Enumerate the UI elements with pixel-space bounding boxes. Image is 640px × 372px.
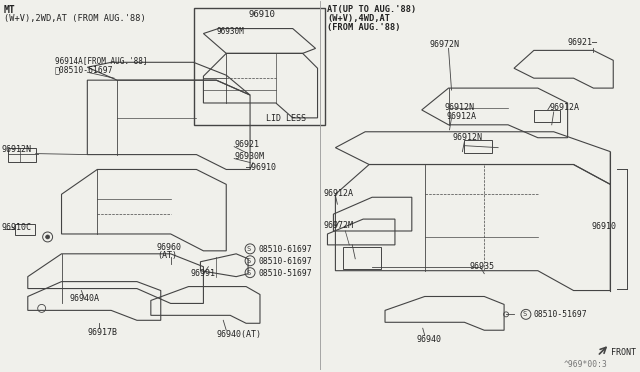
Text: 96940: 96940 [417, 335, 442, 344]
Text: S: S [246, 258, 251, 264]
Text: 96910: 96910 [591, 222, 616, 231]
Text: Ⓢ08510-61697: Ⓢ08510-61697 [54, 65, 113, 74]
Text: 96912A: 96912A [323, 189, 353, 198]
Text: 96935: 96935 [469, 262, 494, 271]
Text: (W+V),4WD,AT: (W+V),4WD,AT [328, 14, 390, 23]
Text: 96972N: 96972N [429, 41, 460, 49]
Text: 96914A[FROM AUG.'88]: 96914A[FROM AUG.'88] [54, 56, 147, 65]
Text: 96912N: 96912N [2, 145, 32, 154]
Circle shape [45, 235, 50, 239]
Text: 96912N: 96912N [452, 133, 483, 142]
Text: 96921—: 96921— [568, 38, 598, 48]
Text: AT(UP TO AUG.'88): AT(UP TO AUG.'88) [328, 5, 417, 14]
Bar [15, 224, 35, 235]
Bar [195, 8, 326, 125]
Text: 96910: 96910 [248, 10, 275, 19]
Text: 08510-51697: 08510-51697 [258, 269, 312, 278]
Text: MT: MT [4, 5, 16, 15]
Bar [534, 110, 559, 122]
Text: 96960: 96960 [157, 243, 182, 252]
Text: 08510-61697: 08510-61697 [258, 245, 312, 254]
Text: 96921: 96921 [234, 140, 259, 149]
Text: S: S [246, 270, 251, 276]
Text: 96940(AT): 96940(AT) [216, 330, 261, 339]
Text: 96912N: 96912N [445, 103, 474, 112]
Text: 96940A: 96940A [70, 294, 99, 302]
Text: LID LESS: LID LESS [266, 114, 306, 123]
Text: 96917B: 96917B [87, 328, 117, 337]
Bar [343, 247, 381, 269]
Text: 96991: 96991 [191, 269, 216, 278]
Text: (FROM AUG.'88): (FROM AUG.'88) [328, 23, 401, 32]
Text: S: S [522, 311, 527, 317]
Text: 96972M: 96972M [323, 221, 353, 230]
Text: 08510-51697: 08510-51697 [534, 310, 588, 320]
Text: (W+V),2WD,AT (FROM AUG.'88): (W+V),2WD,AT (FROM AUG.'88) [4, 14, 146, 23]
Text: 96912A: 96912A [550, 103, 580, 112]
Bar [8, 148, 36, 161]
Text: 96930M: 96930M [216, 26, 244, 36]
Text: FRONT: FRONT [611, 348, 636, 357]
Text: 96930M: 96930M [234, 152, 264, 161]
Text: 08510-61697: 08510-61697 [258, 257, 312, 266]
Text: 96910C: 96910C [2, 223, 32, 232]
Text: S: S [246, 246, 251, 252]
Text: 96912A: 96912A [447, 112, 477, 121]
Text: (AT): (AT) [157, 251, 177, 260]
Bar [465, 140, 492, 153]
Text: ^969*00:3: ^969*00:3 [564, 360, 607, 369]
Text: —96910: —96910 [246, 163, 276, 171]
